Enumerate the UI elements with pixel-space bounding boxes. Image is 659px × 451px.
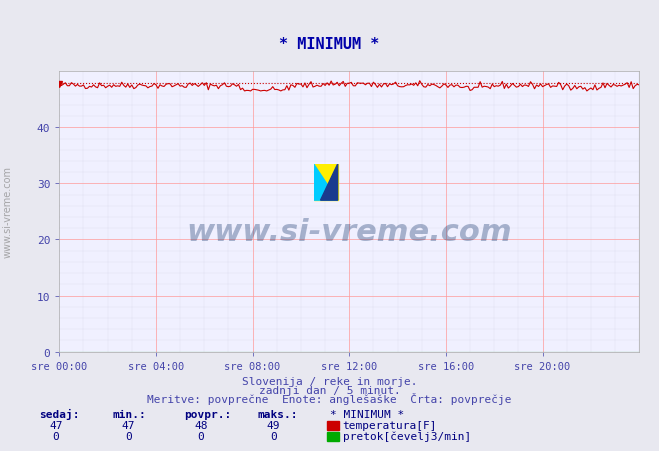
- Polygon shape: [314, 165, 337, 201]
- Bar: [314, 165, 337, 201]
- Text: www.si-vreme.com: www.si-vreme.com: [3, 166, 13, 258]
- Text: Meritve: povprečne  Enote: anglešaške  Črta: povprečje: Meritve: povprečne Enote: anglešaške Črt…: [147, 392, 512, 404]
- Text: min.:: min.:: [112, 409, 146, 419]
- Text: sedaj:: sedaj:: [40, 408, 80, 419]
- Text: * MINIMUM *: * MINIMUM *: [330, 409, 404, 419]
- Text: 47: 47: [49, 420, 63, 430]
- Text: Slovenija / reke in morje.: Slovenija / reke in morje.: [242, 376, 417, 386]
- Text: 0: 0: [198, 431, 204, 441]
- Text: 0: 0: [125, 431, 132, 441]
- Text: 47: 47: [122, 420, 135, 430]
- Text: maks.:: maks.:: [257, 409, 297, 419]
- Polygon shape: [320, 165, 337, 201]
- Text: www.si-vreme.com: www.si-vreme.com: [186, 217, 512, 246]
- Text: povpr.:: povpr.:: [185, 409, 232, 419]
- Bar: [327, 421, 339, 430]
- Text: temperatura[F]: temperatura[F]: [343, 420, 437, 430]
- Text: 0: 0: [270, 431, 277, 441]
- Text: 0: 0: [53, 431, 59, 441]
- Text: 49: 49: [267, 420, 280, 430]
- Text: pretok[čevelj3/min]: pretok[čevelj3/min]: [343, 431, 471, 441]
- Text: zadnji dan / 5 minut.: zadnji dan / 5 minut.: [258, 385, 401, 395]
- Bar: [327, 432, 339, 441]
- Text: * MINIMUM *: * MINIMUM *: [279, 37, 380, 52]
- Text: 48: 48: [194, 420, 208, 430]
